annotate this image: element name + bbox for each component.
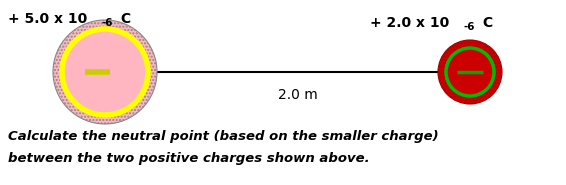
Circle shape (53, 20, 157, 124)
Circle shape (438, 40, 502, 104)
Text: 2.0 m: 2.0 m (278, 88, 318, 102)
Text: C: C (116, 12, 131, 26)
Text: C: C (478, 16, 493, 30)
Text: -6: -6 (463, 22, 474, 32)
Circle shape (62, 29, 148, 115)
Text: Calculate the neutral point (based on the smaller charge): Calculate the neutral point (based on th… (8, 130, 439, 143)
Text: between the two positive charges shown above.: between the two positive charges shown a… (8, 152, 370, 165)
Text: -6: -6 (101, 18, 113, 28)
Text: + 5.0 x 10: + 5.0 x 10 (8, 12, 87, 26)
Circle shape (446, 48, 494, 96)
Text: + 2.0 x 10: + 2.0 x 10 (370, 16, 449, 30)
